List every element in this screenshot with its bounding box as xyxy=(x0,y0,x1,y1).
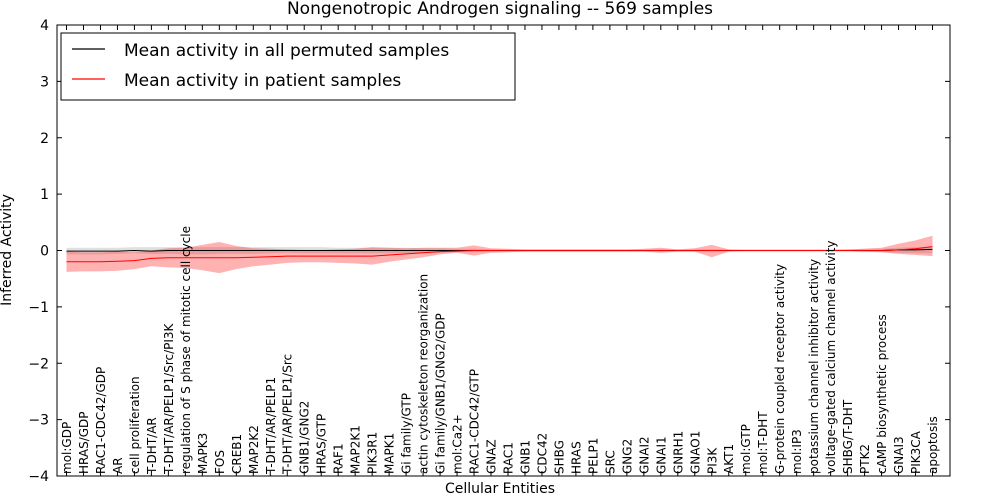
x-axis: mol:GDP HRAS/GDP RAC1-CDC42/GDP AR cell prol… xyxy=(60,25,940,476)
x-tick-label: RAF1 xyxy=(332,443,346,474)
x-tick-label: SHBG/T-DHT xyxy=(841,399,855,474)
x-tick-label: cAMP biosynthetic process xyxy=(875,314,889,474)
x-tick-label: GNG2 xyxy=(620,439,634,474)
x-axis-label: Cellular Entities xyxy=(445,481,555,497)
x-tick-label: RAC1-CDC42/GTP xyxy=(468,369,482,474)
y-tick-label: 2 xyxy=(40,131,49,147)
x-tick-label: RAC1-CDC42/GDP xyxy=(94,367,108,474)
legend-label-patient: Mean activity in patient samples xyxy=(124,71,401,91)
x-tick-label: AKT1 xyxy=(722,444,736,474)
y-tick-label: −2 xyxy=(28,356,49,372)
y-tick-label: −4 xyxy=(28,469,49,485)
x-tick-label: Gi family/GNB1/GNG2/GDP xyxy=(434,313,448,474)
x-tick-label: GNAO1 xyxy=(688,431,702,474)
x-tick-label: mol:GTP xyxy=(739,424,753,474)
y-tick-label: −1 xyxy=(28,300,49,316)
x-tick-label: potassium channel inhibitor activity xyxy=(807,259,821,474)
x-tick-label: AR xyxy=(111,457,125,474)
x-tick-label: regulation of S phase of mitotic cell cy… xyxy=(179,226,193,474)
x-tick-label: cell proliferation xyxy=(128,376,142,474)
x-tick-label: PIK3R1 xyxy=(366,432,380,474)
x-tick-label: SRC xyxy=(603,450,617,474)
x-tick-label: T-DHT/AR xyxy=(145,417,159,475)
y-tick-label: 1 xyxy=(40,187,49,203)
x-tick-label: voltage-gated calcium channel activity xyxy=(824,240,838,474)
x-tick-label: HRAS/GDP xyxy=(77,411,91,474)
x-tick-label: mol:T-DHT xyxy=(756,411,770,474)
x-tick-label: PTK2 xyxy=(858,444,872,474)
x-tick-label: GNB1 xyxy=(519,440,533,474)
x-tick-label: GNAI2 xyxy=(637,436,651,474)
y-tick-label: −3 xyxy=(28,413,49,429)
legend-label-permuted: Mean activity in all permuted samples xyxy=(124,41,449,61)
x-tick-label: GNAI3 xyxy=(892,436,906,474)
x-tick-label: MAP2K2 xyxy=(247,425,261,474)
x-tick-label: CDC42 xyxy=(536,433,550,474)
x-tick-label: mol:Ca2+ xyxy=(451,414,465,474)
x-tick-label: mol:GDP xyxy=(60,422,74,474)
x-tick-label: MAP2K1 xyxy=(349,425,363,474)
x-tick-label: MAPK1 xyxy=(383,433,397,474)
x-tick-label: FOS xyxy=(213,450,227,474)
legend-box xyxy=(60,32,516,101)
y-axis: 4 3 2 1 0 −1 −2 −3 −4 xyxy=(28,18,950,485)
x-tick-label: Gi family/GTP xyxy=(400,393,414,474)
y-tick-label: 4 xyxy=(40,18,49,34)
x-tick-label: SHBG xyxy=(552,440,566,474)
x-tick-label: GNB1/GNG2 xyxy=(298,401,312,474)
series-1-line xyxy=(66,246,933,263)
x-tick-label: PIK3CA xyxy=(909,430,923,474)
legend: Mean activity in all permuted samples Me… xyxy=(60,32,516,101)
x-tick-label: T-DHT/AR/PELP1/Src/PI3K xyxy=(162,322,176,475)
series-1-band xyxy=(66,235,933,274)
x-tick-label: actin cytoskeleton reorganization xyxy=(417,274,431,474)
x-tick-label: apoptosis xyxy=(926,416,940,474)
series-lines xyxy=(66,246,933,263)
x-tick-label: HRAS xyxy=(569,441,583,474)
x-tick-label: GNRH1 xyxy=(671,431,685,474)
x-tick-label: G-protein coupled receptor activity xyxy=(773,264,787,474)
y-axis-label: Inferred Activity xyxy=(0,194,15,306)
x-tick-label: PI3K xyxy=(705,447,719,474)
x-tick-label: GNAI1 xyxy=(654,436,668,474)
y-tick-label: 3 xyxy=(40,74,49,90)
x-tick-label: T-DHT/AR/PELP1/Src xyxy=(281,354,295,475)
x-tick-label: MAPK3 xyxy=(196,433,210,474)
x-tick-label: RAC1 xyxy=(502,442,516,474)
chart-title: Nongenotropic Androgen signaling -- 569 … xyxy=(287,0,713,19)
y-tick-label: 0 xyxy=(40,244,49,260)
x-tick-label: mol:IP3 xyxy=(790,429,804,474)
x-tick-label: CREB1 xyxy=(230,434,244,474)
x-tick-label: HRAS/GTP xyxy=(315,414,329,474)
x-tick-label: GNAZ xyxy=(485,439,499,474)
x-tick-label: T-DHT/AR/PELP1 xyxy=(264,377,278,475)
x-tick-label: PELP1 xyxy=(586,438,600,474)
